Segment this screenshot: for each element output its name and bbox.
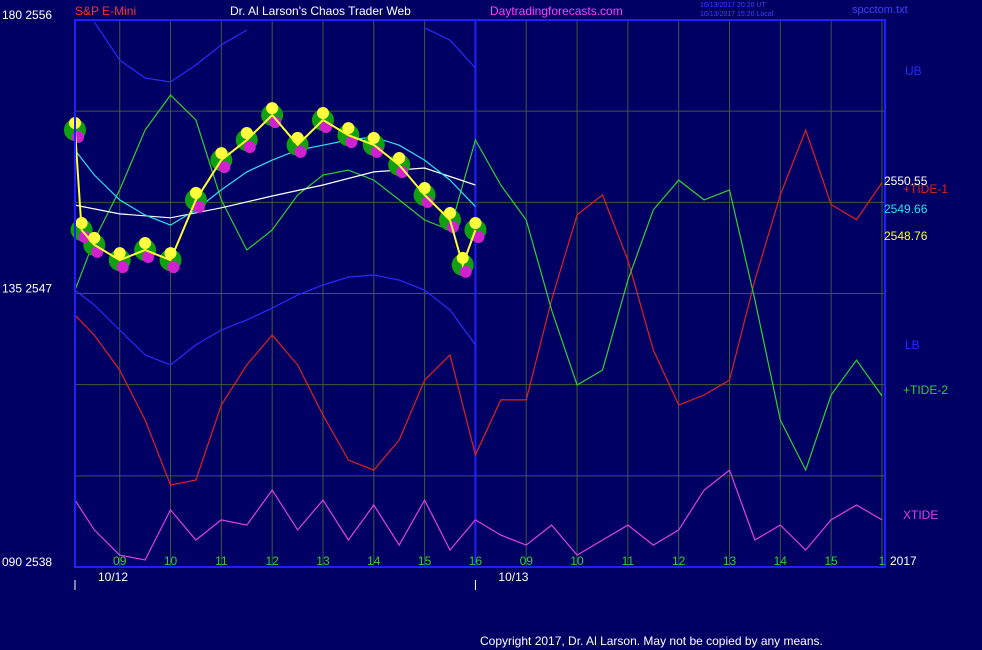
x-tick-label: 16 — [469, 554, 483, 568]
y-tick-label: 135 2547 — [2, 282, 52, 296]
price-dot-low — [459, 265, 472, 278]
price-dot-low — [421, 196, 434, 209]
site-title: Dr. Al Larson's Chaos Trader Web — [230, 4, 411, 18]
price-dot-low — [396, 165, 409, 178]
price-dot-low — [192, 200, 205, 213]
end-value-label: 2548.76 — [884, 229, 928, 243]
price-dot-low — [269, 116, 282, 129]
file-name: spcctom.txt — [852, 4, 908, 16]
price-dot-high — [342, 122, 355, 135]
plot-frame — [74, 19, 886, 568]
x-tick-label: 11 — [622, 554, 635, 568]
legend-entry: UB — [905, 64, 922, 78]
price-dot-high — [215, 147, 228, 160]
series-line — [74, 128, 883, 486]
x-tick-label: 12 — [672, 554, 686, 568]
price-dot-low — [72, 131, 84, 144]
legend-entry: XTIDE — [903, 508, 938, 522]
x-tick-label: 1 — [879, 554, 886, 568]
series-line — [74, 136, 476, 226]
y-tick-label: 090 2538 — [2, 555, 52, 569]
legend-entry: +TIDE-1 — [903, 182, 948, 196]
series-line — [74, 274, 476, 366]
price-dot-high — [316, 106, 329, 119]
x-tick-label: 11 — [215, 554, 228, 568]
price-dot-low — [142, 251, 155, 264]
end-value-label: 2549.66 — [884, 202, 928, 216]
x-tick-label: 15 — [824, 554, 838, 568]
series-line — [74, 469, 883, 561]
price-dot-low — [167, 261, 180, 274]
price-dot-high — [266, 102, 279, 115]
site-url: Daytradingforecasts.com — [490, 4, 623, 18]
price-dot-low — [78, 230, 91, 243]
x-tick-label: 14 — [774, 554, 788, 568]
x-tick-label: 13 — [723, 554, 737, 568]
price-dot-high — [367, 131, 380, 144]
series-line — [74, 113, 477, 269]
price-dot-high — [88, 231, 101, 244]
price-dot-low — [116, 261, 129, 274]
price-dot-high — [113, 247, 126, 260]
legend-entry: LB — [905, 338, 920, 352]
x-tick-label: 13 — [316, 554, 330, 568]
price-dot-low — [218, 161, 231, 174]
year-label: 2017 — [890, 554, 917, 568]
copyright: Copyright 2017, Dr. Al Larson. May not b… — [480, 634, 823, 648]
day-label: 10/13 — [498, 570, 528, 584]
price-dot-low — [472, 230, 485, 243]
end-value-label: 2550.55 — [884, 174, 928, 188]
series-line — [93, 21, 476, 83]
timestamp: 10/13/2017 15:20 Local — [700, 11, 774, 18]
day-label: 10/12 — [98, 570, 128, 584]
price-dot-high — [418, 182, 431, 195]
y-tick-label: 180 2556 — [2, 8, 52, 22]
plot — [64, 21, 883, 561]
x-tick-label: 14 — [367, 554, 381, 568]
price-dot-high — [164, 247, 177, 260]
price-dot-low — [294, 145, 307, 158]
price-dot-high — [139, 237, 152, 250]
price-dot-low — [345, 136, 358, 149]
x-tick-label: 09 — [520, 554, 534, 568]
instrument: S&P E-Mini — [75, 4, 136, 18]
x-tick-label: 12 — [265, 554, 279, 568]
price-dot-high — [469, 216, 482, 229]
series-line — [74, 94, 883, 472]
price-dot-low — [243, 141, 256, 154]
x-tick-label: 15 — [418, 554, 432, 568]
legend-entry: +TIDE-2 — [903, 383, 948, 397]
x-tick-label: 10 — [570, 554, 584, 568]
price-dot-high — [393, 151, 406, 164]
timestamp: 10/13/2017 20:20 UT — [700, 2, 766, 9]
x-tick-label: 10 — [164, 554, 178, 568]
x-tick-label: 09 — [113, 554, 127, 568]
price-dot-low — [447, 220, 460, 233]
